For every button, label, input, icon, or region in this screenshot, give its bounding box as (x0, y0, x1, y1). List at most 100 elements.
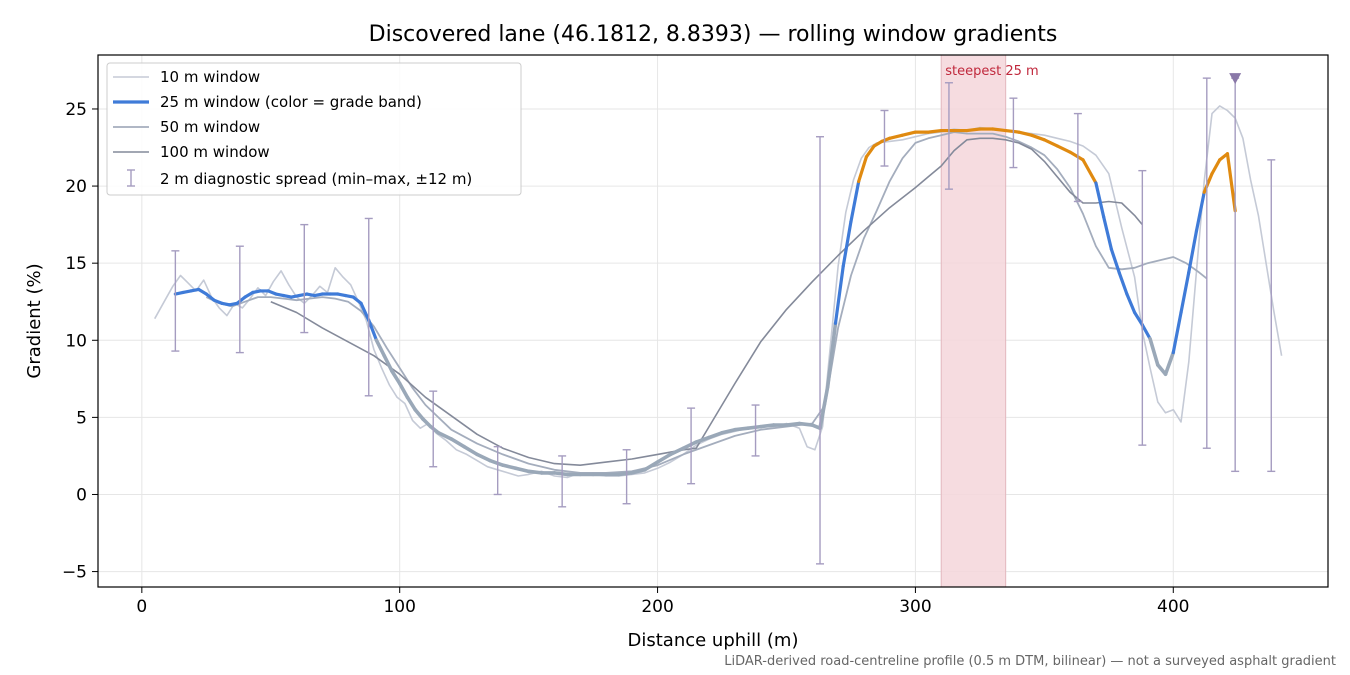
spread-errorbar (880, 109, 889, 167)
series-25m-segment (888, 133, 905, 140)
series-25m-segment (1210, 158, 1222, 176)
series-25m-segment (681, 440, 699, 451)
series-25m-segment (1133, 310, 1144, 327)
series-25m-segment (991, 127, 1008, 133)
series-25m-segment (1102, 215, 1113, 251)
spread-errorbar (493, 445, 502, 496)
series-25m-segment (617, 471, 634, 477)
series-25m-segment (642, 460, 660, 472)
y-tick-label: 10 (65, 331, 87, 351)
x-tick-label: 400 (1157, 597, 1189, 617)
x-tick-label: 100 (383, 597, 415, 617)
series-25m-segment (421, 417, 433, 429)
series-25m-segment (475, 452, 492, 463)
legend-label-25m: 25 m window (color = grade band) (160, 93, 422, 111)
series-25m-segment (720, 427, 737, 435)
series-25m-segment (1081, 158, 1098, 185)
series-25m-segment (382, 353, 394, 373)
series-25m-segment (1109, 247, 1121, 275)
series-25m-segment (436, 430, 454, 441)
y-tick-label: 25 (65, 100, 87, 120)
spread-errorbar (235, 245, 244, 354)
spread-errorbar (816, 136, 825, 565)
series-25m-segment (733, 426, 750, 432)
legend-label-100m: 100 m window (160, 143, 270, 161)
y-tick-label: 5 (76, 408, 87, 428)
series-25m-segment (413, 407, 425, 421)
series-25m-segment (1140, 323, 1152, 341)
series-25m-segment (864, 144, 876, 159)
series-25m-segment (833, 264, 845, 325)
series-25m-segment (552, 471, 570, 477)
spread-errorbar (1202, 77, 1211, 449)
series-25m-segment (825, 321, 838, 389)
series-25m-segment (1068, 150, 1085, 162)
series-25m-segment (1042, 138, 1059, 148)
series-25m-segment (1163, 350, 1176, 377)
y-tick-label: −5 (62, 563, 87, 583)
series-25m-segment (1029, 133, 1046, 142)
series-25m-segment (1055, 144, 1072, 154)
series-100m-window (270, 137, 1143, 467)
axes-frame (97, 54, 1329, 588)
chart-title: Discovered lane (46.1812, 8.8393) — roll… (369, 22, 1058, 47)
spread-errorbar (751, 404, 760, 457)
y-tick-label: 15 (65, 254, 87, 274)
series-25m-segment (784, 421, 802, 427)
footnote: LiDAR-derived road-centreline profile (0… (724, 654, 1336, 669)
series-25m-segment (488, 458, 505, 467)
legend-label-50m: 50 m window (160, 118, 260, 136)
spread-errorbar (622, 449, 631, 505)
series-25m-segment (367, 318, 379, 342)
series-25m-segment (746, 424, 763, 430)
legend-label-10m: 10 m window (160, 68, 260, 86)
spread-errorbar (687, 407, 696, 485)
series-25m-segment (501, 463, 518, 471)
series-25m-segment (1225, 152, 1237, 213)
series-25m-segment (397, 381, 410, 400)
series-25m-segment (513, 466, 531, 474)
series-25m-segment (857, 155, 869, 184)
x-tick-label: 0 (136, 597, 147, 617)
x-axis-label: Distance uphill (m) (628, 630, 799, 651)
x-tick-label: 300 (899, 597, 931, 617)
series-25m-segment (462, 444, 479, 457)
legend-swatch-spread (127, 169, 135, 187)
x-tick-label: 200 (641, 597, 673, 617)
series-25m-segment (405, 395, 417, 412)
series-25m-segment (1148, 336, 1160, 367)
series-25m-segment (390, 369, 402, 386)
spread-errorbar (944, 82, 953, 190)
spread-errorbar (1009, 97, 1018, 169)
spread-errorbar (558, 455, 567, 508)
series-25m-segment (1004, 128, 1021, 134)
spread-errorbar (300, 223, 309, 334)
y-tick-label: 20 (65, 177, 87, 197)
series-25m-segment (204, 292, 216, 302)
spread-errorbar (429, 390, 438, 468)
series-25m-segment (849, 179, 861, 224)
series-25m-segment (655, 452, 673, 464)
legend-box (106, 62, 522, 196)
spread-errorbar (171, 250, 180, 352)
y-axis-label: Gradient (%) (24, 263, 45, 378)
series-25m-segment (926, 128, 943, 134)
series-25m-segment (449, 437, 466, 449)
series-25m-segment (1171, 310, 1183, 355)
series-25m-segment (841, 219, 853, 268)
series-25m-segment (758, 423, 776, 429)
series-25m-segment (235, 295, 247, 305)
series-25m-segment (1179, 270, 1191, 315)
series-25m-segment (359, 301, 371, 322)
series-25m-segment (1194, 190, 1206, 233)
series-25m-segment (629, 468, 647, 475)
series-25m-segment (965, 127, 982, 133)
y-tick-label: 0 (76, 485, 87, 505)
peak-marker (1229, 73, 1242, 85)
legend: 10 m window 25 m window (color = grade b… (106, 62, 522, 196)
series-25m-segment (526, 469, 544, 475)
series-25m-segment (900, 130, 918, 137)
series-25m-segment (1016, 130, 1034, 137)
series-25m-segment (707, 430, 724, 440)
series-25m-segment (1117, 270, 1129, 296)
